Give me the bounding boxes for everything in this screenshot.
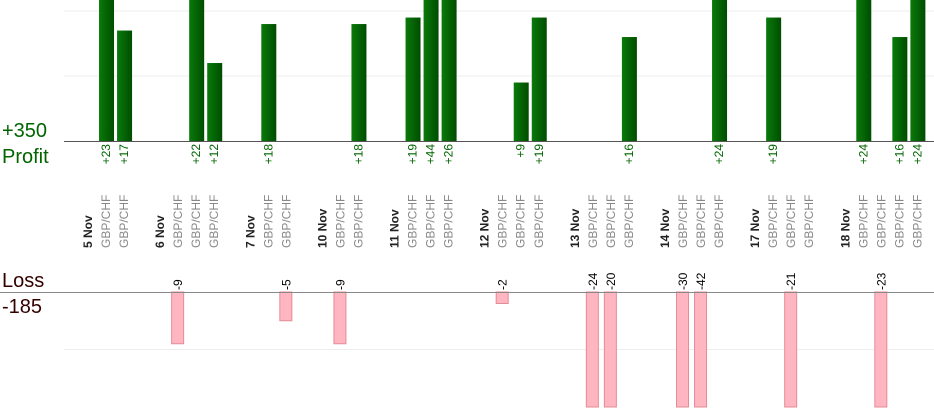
category-label: 14 Nov: [658, 208, 672, 248]
category-label: GBP/CHF: [406, 195, 420, 248]
category-label: GBP/CHF: [333, 195, 347, 248]
category-label: GBP/CHF: [207, 195, 221, 248]
value-label: -9: [333, 279, 347, 290]
category-label: 17 Nov: [748, 208, 762, 248]
value-label: -30: [676, 272, 690, 290]
profit-bar: [351, 24, 367, 142]
category-label: 10 Nov: [315, 208, 329, 248]
profit-bar: [712, 0, 728, 141]
category-label: 5 Nov: [81, 215, 95, 248]
value-label: +12: [207, 144, 221, 165]
value-label: +26: [442, 144, 456, 165]
category-label: GBP/CHF: [676, 195, 690, 248]
value-label: +24: [910, 144, 924, 165]
value-label: -2: [496, 279, 510, 290]
profit-bar: [531, 17, 547, 142]
value-label: +24: [856, 144, 870, 165]
loss-bar: [603, 291, 617, 408]
category-label: GBP/CHF: [261, 195, 275, 248]
value-label: +22: [189, 144, 203, 165]
profit-total: +350: [2, 120, 47, 142]
category-label: GBP/CHF: [586, 195, 600, 248]
value-label: +23: [99, 144, 113, 165]
profit-bar: [207, 63, 223, 141]
category-label: 6 Nov: [153, 215, 167, 248]
profit-bar: [856, 0, 872, 141]
profit-bar: [117, 30, 133, 142]
profit-bar: [441, 0, 457, 141]
value-label: -23: [874, 272, 888, 290]
profit-bar: [892, 37, 908, 141]
value-label: +44: [424, 144, 438, 165]
category-label: GBP/CHF: [784, 195, 798, 248]
profit-bar: [405, 17, 421, 142]
category-label: GBP/CHF: [99, 195, 113, 248]
profit-bar: [261, 24, 277, 142]
category-label: GBP/CHF: [171, 195, 185, 248]
value-label: +16: [892, 144, 906, 165]
profit-label: Profit: [2, 146, 49, 168]
category-label: GBP/CHF: [766, 195, 780, 248]
category-label: GBP/CHF: [712, 195, 726, 248]
category-label: GBP/CHF: [802, 195, 816, 248]
value-label: +24: [712, 144, 726, 165]
value-label: +19: [406, 144, 420, 165]
loss-bar: [279, 291, 293, 322]
value-label: -20: [604, 272, 618, 290]
loss-bar: [585, 291, 599, 408]
profit-bar: [99, 0, 115, 141]
profit-bar: [513, 82, 529, 141]
value-label: -5: [279, 279, 293, 290]
category-label: 7 Nov: [243, 215, 257, 248]
value-label: +18: [351, 144, 365, 165]
category-label: 11 Nov: [388, 209, 402, 248]
category-label: GBP/CHF: [189, 195, 203, 248]
loss-bar: [874, 291, 888, 408]
value-label: +19: [532, 144, 546, 165]
profit-bar: [423, 0, 439, 141]
value-label: -21: [784, 272, 798, 290]
category-label: GBP/CHF: [604, 195, 618, 248]
category-label: GBP/CHF: [622, 195, 636, 248]
category-label: GBP/CHF: [694, 195, 708, 248]
category-label: GBP/CHF: [892, 195, 906, 248]
category-label: GBP/CHF: [279, 195, 293, 248]
loss-bar: [495, 291, 509, 304]
profit-bar: [189, 0, 205, 141]
value-label: +19: [766, 144, 780, 165]
loss-label: Loss: [2, 270, 44, 292]
category-label: GBP/CHF: [532, 195, 546, 248]
category-label: GBP/CHF: [442, 195, 456, 248]
profit-bar: [910, 0, 926, 141]
loss-total: -185: [2, 296, 42, 318]
profit-bar: [621, 37, 637, 141]
loss-bar: [333, 291, 347, 345]
category-label: 18 Nov: [838, 208, 852, 248]
category-label: GBP/CHF: [514, 195, 528, 248]
category-label: 12 Nov: [478, 208, 492, 248]
value-label: +16: [622, 144, 636, 165]
value-label: -24: [586, 272, 600, 290]
category-label: GBP/CHF: [856, 195, 870, 248]
loss-bar: [675, 291, 689, 408]
value-label: +17: [117, 144, 131, 165]
loss-bar: [171, 291, 185, 345]
value-label: -9: [171, 279, 185, 290]
category-label: GBP/CHF: [874, 195, 888, 248]
category-label: GBP/CHF: [351, 195, 365, 248]
value-label: +9: [514, 144, 528, 158]
profit-bar: [766, 17, 782, 142]
value-label: +18: [261, 144, 275, 165]
category-label: GBP/CHF: [910, 195, 924, 248]
loss-bar: [784, 291, 798, 408]
category-label: GBP/CHF: [424, 195, 438, 248]
category-label: GBP/CHF: [117, 195, 131, 248]
value-label: -42: [694, 272, 708, 290]
category-label: GBP/CHF: [496, 195, 510, 248]
category-label: 13 Nov: [568, 208, 582, 248]
loss-bar: [694, 291, 708, 408]
